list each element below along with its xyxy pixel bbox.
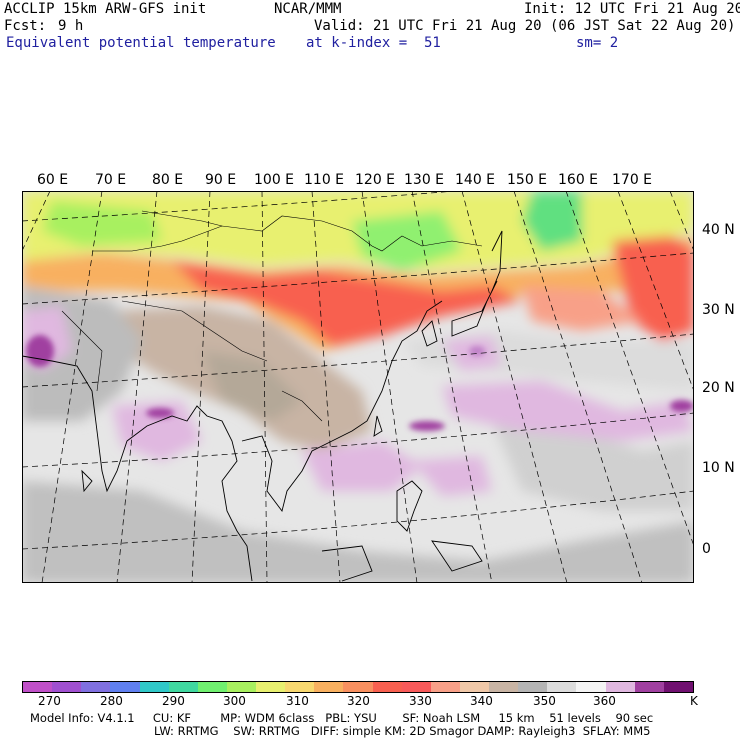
colorbar-swatch [139,682,169,692]
colorbar-swatch [314,682,344,692]
forecast-label: Fcst: [4,18,47,34]
coastlines [22,230,503,582]
colorbar-label: 300 [223,694,246,708]
colorbar-label: 270 [38,694,61,708]
lon-label-100e: 100 E [254,172,295,188]
latlon-grid [22,191,694,583]
model-info-line1: Model Info: V4.1.1 CU: KF MP: WDM 6class… [30,711,654,725]
country-borders [61,210,483,422]
colorbar-label: 330 [409,694,432,708]
colorbar-swatch [430,682,460,692]
lat-label-0: 0 [702,541,711,557]
valid-time: Valid: 21 UTC Fri 21 Aug 20 (06 JST Sat … [314,18,736,34]
colorbar-label: 320 [347,694,370,708]
init-time: Init: 12 UTC Fri 21 Aug 20 [524,1,740,17]
colorbar-swatch [343,682,373,692]
lon-label-140e: 140 E [455,172,496,188]
colorbar-label: 290 [162,694,185,708]
lat-label-20n: 20 N [702,380,735,396]
lat-label-40n: 40 N [702,222,735,238]
smoothing-label: sm= 2 [576,35,619,51]
lon-label-70e: 70 E [95,172,127,188]
map-frame [22,191,694,583]
field-name: Equivalent potential temperature [6,35,276,51]
colorbar-label: 350 [533,694,556,708]
lat-label-10n: 10 N [702,460,735,476]
colorbar-swatch [489,682,519,692]
colorbar-swatch [23,682,53,692]
colorbar [22,681,694,693]
theta-e-peaks [26,335,694,431]
lon-label-90e: 90 E [205,172,237,188]
colorbar-swatch [81,682,111,692]
colorbar-swatch [110,682,140,692]
colorbar-swatch [52,682,82,692]
colorbar-label: 360 [593,694,616,708]
colorbar-label: 340 [470,694,493,708]
colorbar-unit: K [690,694,698,708]
colorbar-label: 310 [286,694,309,708]
colorbar-swatch [256,682,286,692]
lon-label-120e: 120 E [355,172,396,188]
lon-label-60e: 60 E [37,172,69,188]
lon-label-110e: 110 E [304,172,345,188]
level-index: at k-index = 51 [306,35,441,51]
colorbar-swatch [226,682,256,692]
colorbar-swatch [663,682,693,692]
theta-e-map [22,191,694,583]
colorbar-swatch [168,682,198,692]
lon-label-170e: 170 E [612,172,653,188]
colorbar-swatch [285,682,315,692]
colorbar-swatch [605,682,635,692]
theta-e-shading [22,191,694,583]
colorbar-swatch [401,682,431,692]
lon-label-130e: 130 E [404,172,445,188]
colorbar-label: 280 [100,694,123,708]
colorbar-swatch [459,682,489,692]
model-info-line2: LW: RRTMG SW: RRTMG DIFF: simple KM: 2D … [154,724,651,738]
colorbar-swatch [518,682,548,692]
colorbar-swatch [634,682,664,692]
lon-label-160e: 160 E [558,172,599,188]
lon-label-80e: 80 E [152,172,184,188]
model-title: ACCLIP 15km ARW-GFS init [4,1,207,17]
colorbar-swatch [197,682,227,692]
colorbar-swatch [372,682,402,692]
forecast-hours: 9 h [58,18,84,34]
colorbar-swatch [576,682,606,692]
colorbar-swatch [547,682,577,692]
org-label: NCAR/MMM [274,1,342,17]
lat-label-30n: 30 N [702,302,735,318]
lon-label-150e: 150 E [507,172,548,188]
